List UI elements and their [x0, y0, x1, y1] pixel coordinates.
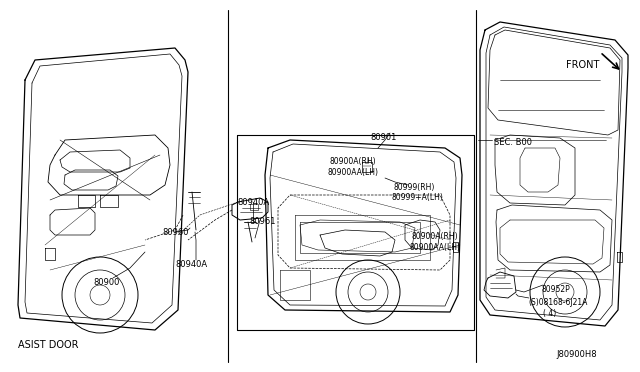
Text: 80900AA(LH): 80900AA(LH) [328, 168, 379, 177]
Text: SEC. B00: SEC. B00 [494, 138, 532, 147]
Text: 80940A: 80940A [175, 260, 207, 269]
Text: 80900: 80900 [93, 278, 120, 287]
Text: 80999+A(LH): 80999+A(LH) [391, 193, 443, 202]
Text: J80900H8: J80900H8 [556, 350, 596, 359]
Text: 80940A: 80940A [237, 198, 269, 207]
Text: 80900AA(LH): 80900AA(LH) [409, 243, 460, 252]
Text: ( 4): ( 4) [543, 309, 556, 318]
Text: 80900A(RH): 80900A(RH) [330, 157, 376, 166]
Text: 80961: 80961 [249, 217, 275, 226]
Text: ASIST DOOR: ASIST DOOR [18, 340, 79, 350]
Text: FRONT: FRONT [566, 60, 600, 70]
Text: 80952P: 80952P [542, 285, 571, 294]
Text: (S)08168-6J21A: (S)08168-6J21A [528, 298, 588, 307]
Text: 80960: 80960 [162, 228, 189, 237]
Text: 80999(RH): 80999(RH) [394, 183, 435, 192]
Text: 80901: 80901 [370, 133, 396, 142]
Text: 80900A(RH): 80900A(RH) [411, 232, 458, 241]
